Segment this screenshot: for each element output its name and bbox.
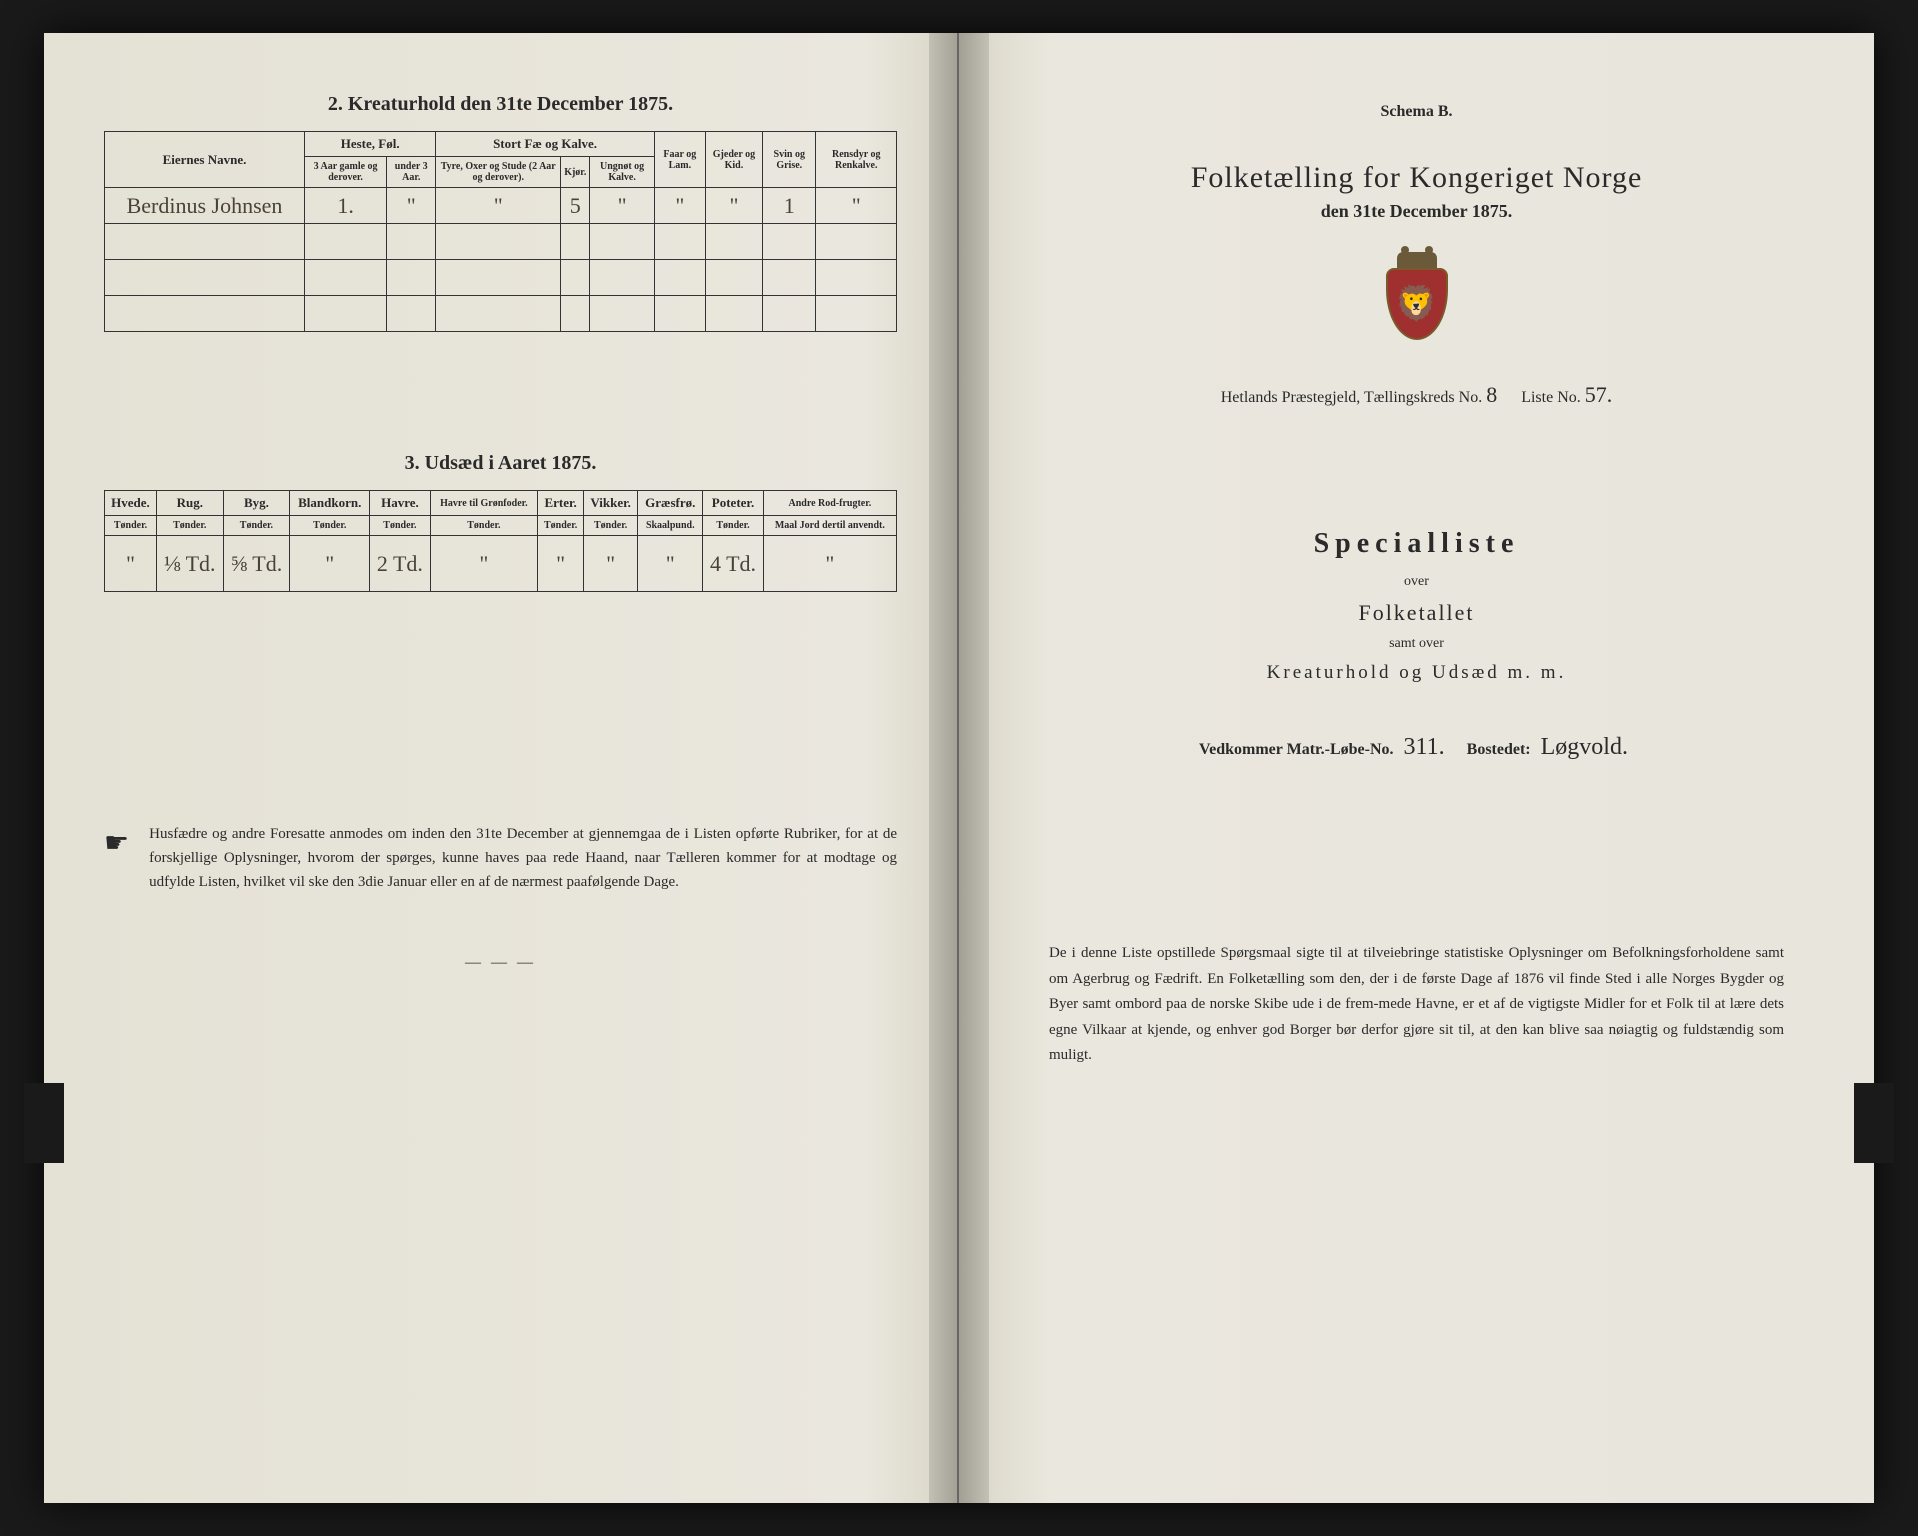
th: Poteter. [703, 491, 763, 516]
cell: " [430, 536, 538, 592]
cell: " [816, 188, 897, 224]
coat-of-arms-icon: 🦁 [1382, 252, 1452, 342]
th-sub: Tønder. [430, 516, 538, 536]
table-udsaed: Hvede. Rug. Byg. Blandkorn. Havre. Havre… [104, 490, 897, 592]
th: Byg. [223, 491, 290, 516]
table-kreaturhold: Eiernes Navne. Heste, Føl. Stort Fæ og K… [104, 131, 897, 332]
th-sub: Tønder. [290, 516, 370, 536]
kreds-pre: Hetlands Præstegjeld, Tællingskreds No. [1221, 389, 1482, 406]
over1: over [1019, 574, 1814, 590]
th-sub: Tønder. [223, 516, 290, 536]
table-row: Berdinus Johnsen 1. " " 5 " " " 1 " [105, 188, 897, 224]
cell-name: Berdinus Johnsen [105, 188, 305, 224]
th-sub: Maal Jord dertil anvendt. [763, 516, 896, 536]
left-footnote: ☛ Husfædre og andre Foresatte anmodes om… [104, 822, 897, 894]
cell: ⅝ Td. [223, 536, 290, 592]
binding-tab-left [24, 1083, 64, 1163]
cell: " [436, 188, 561, 224]
th-stort: Stort Fæ og Kalve. [436, 132, 655, 157]
th: Rug. [156, 491, 223, 516]
cell: " [590, 188, 655, 224]
th-sub: Skaalpund. [638, 516, 703, 536]
th: Blandkorn. [290, 491, 370, 516]
table-row: " ⅛ Td. ⅝ Td. " 2 Td. " " " " 4 Td. " [105, 536, 897, 592]
over2: samt over [1019, 636, 1814, 652]
kreds-line: Hetlands Præstegjeld, Tællingskreds No. … [1019, 382, 1814, 408]
th-sub: Tønder. [105, 516, 157, 536]
th: Andre Rod-frugter. [763, 491, 896, 516]
cell: " [654, 188, 705, 224]
table-row [105, 296, 897, 332]
binding-tab-right [1854, 1083, 1894, 1163]
th-faar: Faar og Lam. [654, 132, 705, 188]
section2-title: 2. Kreaturhold den 31te December 1875. [104, 93, 897, 116]
cell: " [387, 188, 436, 224]
census-date: den 31te December 1875. [1019, 201, 1814, 222]
th-sub: Tønder. [538, 516, 584, 536]
right-page: Schema B. Folketælling for Kongeriget No… [959, 33, 1874, 1503]
table-row [105, 260, 897, 296]
main-title: Folketælling for Kongeriget Norge [1019, 161, 1814, 195]
th-sub: Tønder. [156, 516, 223, 536]
section3-title: 3. Udsæd i Aaret 1875. [104, 452, 897, 475]
footnote-text: Husfædre og andre Foresatte anmodes om i… [149, 822, 897, 894]
cell: 2 Td. [370, 536, 430, 592]
cell: " [763, 536, 896, 592]
kreaturhold-line: Kreaturhold og Udsæd m. m. [1019, 662, 1814, 684]
cell: ⅛ Td. [156, 536, 223, 592]
th: Vikker. [584, 491, 638, 516]
schema-label: Schema B. [1019, 103, 1814, 121]
cell: " [538, 536, 584, 592]
matr-line: Vedkommer Matr.-Løbe-No. 311. Bostedet: … [1019, 734, 1814, 761]
pointing-hand-icon: ☛ [104, 822, 129, 894]
th-sub: Tønder. [584, 516, 638, 536]
cell: " [705, 188, 762, 224]
th-heste1: 3 Aar gamle og derover. [305, 157, 387, 188]
specialliste-title: Specialliste [1019, 528, 1814, 560]
th-heste2: under 3 Aar. [387, 157, 436, 188]
th: Erter. [538, 491, 584, 516]
th: Havre til Grønfoder. [430, 491, 538, 516]
right-footnote: De i denne Liste opstillede Spørgsmaal s… [1019, 941, 1814, 1069]
cell: 1. [305, 188, 387, 224]
cell: " [105, 536, 157, 592]
matr-no: 311. [1398, 734, 1451, 760]
cell: " [584, 536, 638, 592]
kreds-no: 8 [1486, 382, 1497, 407]
cell: " [290, 536, 370, 592]
cell: 4 Td. [703, 536, 763, 592]
th-stort1: Tyre, Oxer og Stude (2 Aar og derover). [436, 157, 561, 188]
th: Havre. [370, 491, 430, 516]
bosted-pre: Bostedet: [1467, 741, 1531, 758]
cell: 5 [561, 188, 590, 224]
th-name: Eiernes Navne. [105, 132, 305, 188]
th-sub: Tønder. [703, 516, 763, 536]
book-spread: 2. Kreaturhold den 31te December 1875. E… [44, 33, 1874, 1503]
th-stort2: Kjør. [561, 157, 590, 188]
table-row [105, 224, 897, 260]
left-page: 2. Kreaturhold den 31te December 1875. E… [44, 33, 959, 1503]
liste-no: 57. [1585, 382, 1613, 407]
th: Græsfrø. [638, 491, 703, 516]
cell: 1 [763, 188, 816, 224]
th: Hvede. [105, 491, 157, 516]
folketallet: Folketallet [1019, 600, 1814, 626]
th-heste: Heste, Føl. [305, 132, 436, 157]
th-svin: Svin og Grise. [763, 132, 816, 188]
th-sub: Tønder. [370, 516, 430, 536]
matr-pre: Vedkommer Matr.-Løbe-No. [1199, 741, 1394, 758]
cell: " [638, 536, 703, 592]
divider: — — — [104, 954, 897, 972]
th-stort3: Ungnøt og Kalve. [590, 157, 655, 188]
liste-pre: Liste No. [1521, 389, 1581, 406]
th-rensdyr: Rensdyr og Renkalve. [816, 132, 897, 188]
th-gjeder: Gjeder og Kid. [705, 132, 762, 188]
bosted: Løgvold. [1535, 734, 1634, 760]
